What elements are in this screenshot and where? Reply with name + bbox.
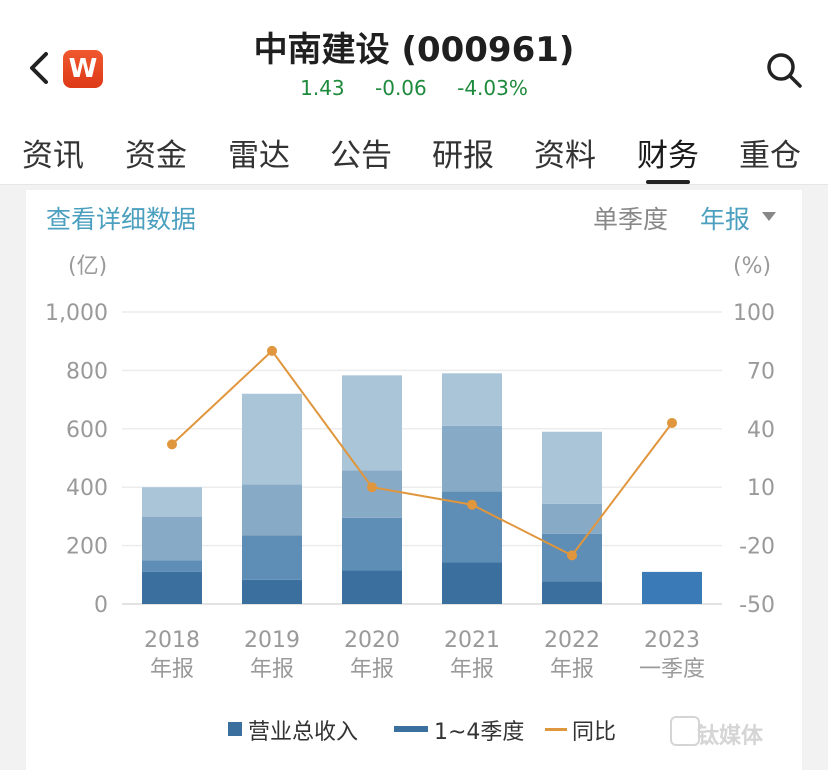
watermark-text: 钛媒体 bbox=[697, 724, 764, 749]
yoy-point[interactable] bbox=[467, 499, 477, 510]
bar-segment-q1[interactable] bbox=[442, 562, 502, 604]
stock-title: 中南建设 (000961) bbox=[253, 30, 575, 70]
bar-segment-q4[interactable] bbox=[342, 375, 402, 471]
bar-segment-q3[interactable] bbox=[342, 470, 402, 518]
back-icon[interactable] bbox=[22, 48, 56, 88]
tab-profile[interactable]: 资料 bbox=[534, 138, 596, 174]
legend-quarters-swatch bbox=[394, 726, 428, 732]
y-tick-label: 400 bbox=[66, 476, 108, 501]
tab-radar[interactable]: 雷达 bbox=[228, 138, 290, 174]
search-icon[interactable] bbox=[764, 50, 804, 90]
bar-segment-q1[interactable] bbox=[542, 581, 602, 604]
x-tick-sublabel: 年报 bbox=[450, 657, 494, 682]
report-type-select[interactable]: 年报 bbox=[700, 205, 751, 234]
y-tick-label: 1,000 bbox=[45, 301, 108, 326]
legend-quarters[interactable]: 1~4季度 bbox=[434, 720, 525, 745]
bar-segment-q4[interactable] bbox=[242, 393, 302, 485]
right-axis-unit: (%) bbox=[733, 254, 771, 279]
tab-finance[interactable]: 财务 bbox=[637, 138, 699, 174]
x-tick-label: 2023 bbox=[644, 628, 700, 653]
yoy-point[interactable] bbox=[167, 439, 177, 450]
app-logo[interactable]: W bbox=[63, 50, 103, 88]
y2-tick-label: -20 bbox=[739, 535, 775, 560]
y-tick-label: 0 bbox=[94, 593, 108, 618]
yoy-point[interactable] bbox=[367, 482, 377, 493]
bar-segment-q4[interactable] bbox=[142, 487, 202, 517]
legend-yoy-swatch bbox=[545, 728, 567, 731]
yoy-point[interactable] bbox=[267, 345, 277, 356]
view-detail-link[interactable]: 查看详细数据 bbox=[46, 205, 197, 234]
tab-announcements[interactable]: 公告 bbox=[330, 138, 392, 174]
stock-price: 1.43 bbox=[300, 76, 345, 100]
x-tick-sublabel: 一季度 bbox=[639, 657, 705, 682]
bar-segment-q3[interactable] bbox=[442, 425, 502, 492]
bar-segment-q1[interactable] bbox=[342, 570, 402, 604]
x-tick-sublabel: 年报 bbox=[250, 657, 294, 682]
watermark-logo bbox=[670, 716, 700, 746]
stock-change: -0.06 bbox=[375, 76, 427, 100]
legend-revenue-swatch bbox=[228, 722, 242, 736]
x-tick-sublabel: 年报 bbox=[150, 657, 194, 682]
yoy-point[interactable] bbox=[667, 417, 677, 428]
tab-funds[interactable]: 资金 bbox=[125, 138, 187, 174]
y-tick-label: 200 bbox=[66, 535, 108, 560]
y2-tick-label: -50 bbox=[739, 593, 775, 618]
x-tick-sublabel: 年报 bbox=[550, 657, 594, 682]
tab-holdings[interactable]: 重仓 bbox=[739, 138, 801, 174]
caret-down-icon[interactable] bbox=[761, 210, 777, 222]
y-tick-label: 800 bbox=[66, 359, 108, 384]
tab-research[interactable]: 研报 bbox=[432, 138, 494, 174]
stock-change-pct: -4.03% bbox=[457, 76, 528, 100]
bar-segment-q1[interactable] bbox=[142, 571, 202, 604]
quote-row: 1.43 -0.06 -4.03% bbox=[0, 76, 828, 100]
bar-segment-q4[interactable] bbox=[442, 373, 502, 426]
left-axis-unit: (亿) bbox=[68, 254, 107, 279]
active-tab-indicator bbox=[646, 180, 690, 184]
x-tick-label: 2021 bbox=[444, 628, 500, 653]
bar-segment-q2[interactable] bbox=[342, 517, 402, 571]
tab-bar: 资讯 资金 雷达 公告 研报 资料 财务 重仓 bbox=[0, 118, 828, 185]
bar-segment-q2[interactable] bbox=[142, 560, 202, 572]
y2-tick-label: 10 bbox=[747, 476, 775, 501]
yoy-point[interactable] bbox=[567, 550, 577, 561]
single-quarter-toggle[interactable]: 单季度 bbox=[593, 205, 669, 234]
bar-segment-q4[interactable] bbox=[542, 431, 602, 504]
bar-segment-q3[interactable] bbox=[142, 516, 202, 561]
bar-segment-q2[interactable] bbox=[242, 535, 302, 580]
header: W 中南建设 (000961) 1.43 -0.06 -4.03% bbox=[0, 0, 828, 118]
x-tick-label: 2020 bbox=[344, 628, 400, 653]
y2-tick-label: 100 bbox=[733, 301, 775, 326]
bar-segment-q3[interactable] bbox=[542, 503, 602, 534]
x-tick-label: 2018 bbox=[144, 628, 200, 653]
tab-news[interactable]: 资讯 bbox=[22, 138, 84, 174]
finance-card bbox=[26, 190, 802, 770]
bar-segment-q1[interactable] bbox=[242, 579, 302, 604]
x-tick-label: 2019 bbox=[244, 628, 300, 653]
legend-revenue[interactable]: 营业总收入 bbox=[248, 720, 359, 745]
y-tick-label: 600 bbox=[66, 418, 108, 443]
x-tick-label: 2022 bbox=[544, 628, 600, 653]
legend-yoy[interactable]: 同比 bbox=[572, 720, 617, 745]
x-tick-sublabel: 年报 bbox=[350, 657, 394, 682]
yoy-line bbox=[171, 349, 673, 557]
bar-segment-q3[interactable] bbox=[242, 484, 302, 536]
y2-tick-label: 40 bbox=[747, 418, 775, 443]
y2-tick-label: 70 bbox=[747, 359, 775, 384]
bar-segment-q1[interactable] bbox=[642, 571, 702, 604]
